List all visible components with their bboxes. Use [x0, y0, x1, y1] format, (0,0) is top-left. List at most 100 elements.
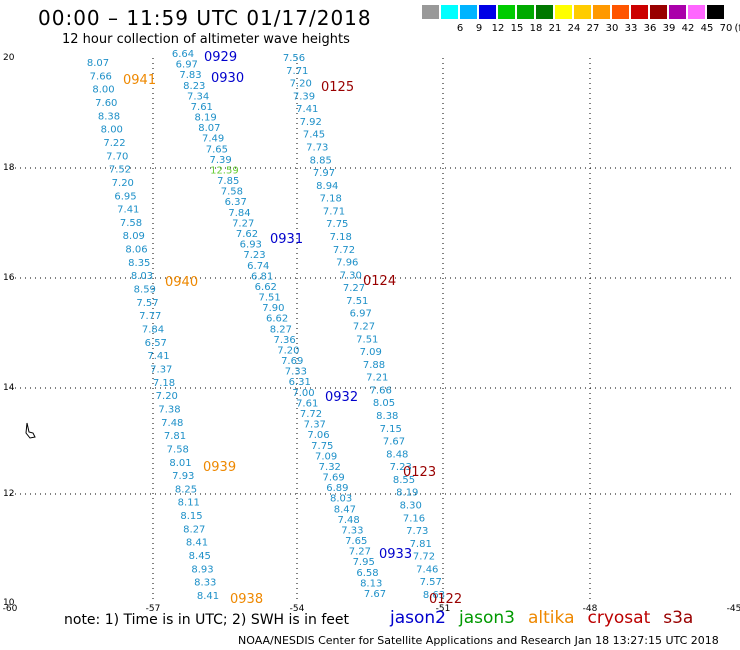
wave-height-value: 7.27: [349, 547, 371, 558]
wave-height-value: 7.81: [164, 431, 186, 442]
note-text: note: 1) Time is in UTC; 2) SWH is in fe…: [64, 612, 350, 628]
scale-label: 12: [491, 23, 505, 34]
wave-height-value: 7.93: [172, 471, 194, 482]
wave-height-value: 7.65: [206, 144, 228, 155]
axis-tick-labels: 20 18 16 14 12 10-60 -57 -54 -51 -48 -45: [3, 53, 740, 614]
wave-height-value: 6.89: [326, 483, 348, 494]
latitude-label: 10: [3, 598, 15, 608]
wave-height-value: 7.51: [356, 334, 378, 345]
pass-label: 0932: [325, 390, 358, 405]
footer-credit: NOAA/NESDIS Center for Satellite Applica…: [238, 634, 719, 647]
pass-label: 0123: [403, 465, 436, 480]
wave-height-value: 7.37: [150, 365, 172, 376]
wave-height-value: 8.41: [186, 538, 208, 549]
wave-height-value: 7.90: [262, 303, 284, 314]
wave-height-value: 7.58: [167, 444, 189, 455]
wave-height-value: 8.48: [386, 449, 408, 460]
wave-height-value: 6.81: [251, 271, 273, 282]
pass-label: 0939: [203, 460, 236, 475]
wave-height-value: 7.71: [323, 206, 345, 217]
longitude-label: -54: [290, 604, 305, 614]
wave-height-value: 8.00: [92, 85, 114, 96]
wave-height-value: 6.62: [266, 314, 288, 325]
chart-title: 00:00 – 11:59 UTC 01/17/2018: [38, 6, 372, 30]
scale-swatch: [498, 5, 515, 19]
wave-height-value: 6.62: [255, 282, 277, 293]
wave-height-value: 8.11: [178, 498, 200, 509]
scale-label: 39: [662, 23, 676, 34]
wave-height-value: 7.85: [217, 176, 239, 187]
wave-height-value: 8.25: [175, 484, 197, 495]
wave-height-value: 7.71: [286, 66, 308, 77]
pass-label: 0929: [204, 50, 237, 65]
satellite-altika: altika: [528, 608, 575, 628]
wave-height-value: 7.21: [366, 373, 388, 384]
wave-height-value: 7.96: [336, 258, 358, 269]
wave-height-value: 7.39: [209, 155, 231, 166]
wave-height-value: 7.23: [243, 250, 265, 261]
longitude-label: -60: [3, 604, 18, 614]
scale-unit: (ft): [734, 23, 740, 34]
wave-height-value: 6.74: [247, 261, 269, 272]
wave-height-value: 7.27: [232, 218, 254, 229]
wave-height-value: 7.72: [413, 552, 435, 563]
pass-label: 0930: [211, 71, 244, 86]
wave-height-value: 7.18: [330, 232, 352, 243]
wave-height-value: 8.30: [400, 501, 422, 512]
wave-height-value: 7.70: [106, 151, 128, 162]
hand-cursor-icon: [25, 422, 36, 439]
wave-height-value: 7.62: [236, 229, 258, 240]
scale-swatch: [669, 5, 686, 19]
latitude-label: 16: [3, 273, 15, 283]
wave-height-value: 7.20: [277, 346, 299, 357]
wave-height-value: 8.19: [194, 113, 216, 124]
scale-label: 21: [548, 23, 562, 34]
scale-swatch: [612, 5, 629, 19]
wave-height-value: 7.22: [103, 138, 125, 149]
wave-height-value: 7.06: [307, 430, 329, 441]
pass-labels: 0929 0930 0931 0932 0933 0941 0940 0939 0938 0125…: [123, 50, 462, 607]
wave-height-value: 7.61: [296, 398, 318, 409]
scale-swatch: [688, 5, 705, 19]
wave-height-value: 7.95: [353, 557, 375, 568]
scale-label: 36: [643, 23, 657, 34]
wave-height-value: 7.66: [90, 71, 112, 82]
wave-height-value: 8.55: [393, 475, 415, 486]
scale-swatch: [422, 5, 439, 19]
pass-label: 0941: [123, 73, 156, 88]
wave-height-value: 7.65: [345, 536, 367, 547]
wave-height-value: 7.41: [296, 104, 318, 115]
wave-height-value: 7.72: [333, 245, 355, 256]
wave-height-value: 8.33: [194, 578, 216, 589]
wave-height-value: 8.05: [373, 398, 395, 409]
scale-swatch: [441, 5, 458, 19]
wave-height-value: 8.03: [131, 271, 153, 282]
scale-swatch: [631, 5, 648, 19]
wave-height-value: 7.46: [416, 564, 438, 575]
scale-label: 33: [624, 23, 638, 34]
wave-height-value: 7.52: [109, 165, 131, 176]
wave-height-value: 7.36: [273, 335, 295, 346]
wave-height-value: 6.93: [240, 240, 262, 251]
wave-height-value: 7.32: [319, 462, 341, 473]
wave-height-value: 7.92: [300, 117, 322, 128]
wave-height-value: 8.27: [270, 324, 292, 335]
scale-swatch: [707, 5, 724, 19]
wave-height-value: 7.83: [179, 70, 201, 81]
wave-height-value: 7.75: [311, 441, 333, 452]
altimeter-tracks: 8.07 7.66 8.00 7.60 8.38 8.00 7.22 7.70 7.52 7.20…: [87, 49, 445, 602]
satellite-s3a: s3a: [663, 608, 694, 628]
scale-swatch: [574, 5, 591, 19]
pass-label: 0940: [165, 275, 198, 290]
wave-height-value: 8.03: [330, 494, 352, 505]
satellite-legend: jason2 jason3 altika cryosat s3a: [390, 608, 706, 628]
wave-height-value: 8.01: [169, 458, 191, 469]
wave-height-value: 7.41: [147, 351, 169, 362]
pass-label: 0933: [379, 547, 412, 562]
longitude-label: -48: [583, 604, 598, 614]
wave-height-value: 7.57: [420, 577, 442, 588]
scale-label: 27: [586, 23, 600, 34]
wave-height-value: 7.57: [136, 298, 158, 309]
wave-height-value: 7.37: [304, 420, 326, 431]
